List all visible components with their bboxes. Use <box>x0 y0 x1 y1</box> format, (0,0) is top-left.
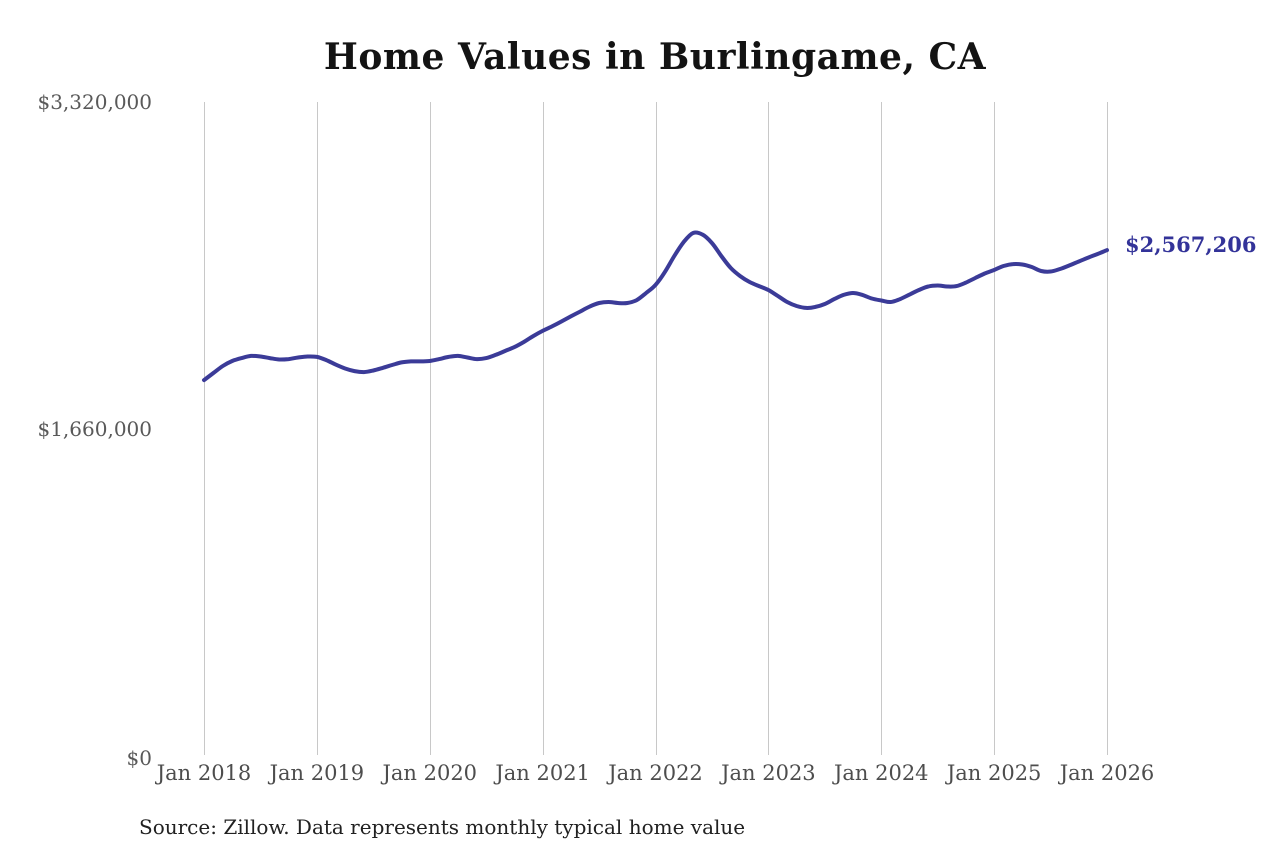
gridline-jan-2022 <box>655 102 657 755</box>
x-axis-tick-label: Jan 2020 <box>382 761 478 785</box>
latest-value-label: $2,567,206 <box>1125 232 1257 258</box>
gridline-jan-2018 <box>204 102 205 755</box>
y-axis-tick-label-middle: $1,660,000 <box>37 416 152 441</box>
source-note: Source: Zillow. Data represents monthly … <box>139 815 746 839</box>
gridline-jan-2019 <box>316 102 318 755</box>
gridline-jan-2026 <box>1107 102 1108 755</box>
gridline-jan-2021 <box>542 102 544 755</box>
chart-title: Home Values in Burlingame, CA <box>323 36 987 78</box>
x-axis-tick-label: Jan 2026 <box>1059 761 1155 785</box>
y-axis-tick-label-zero: $0 <box>126 746 152 770</box>
x-axis-tick-label: Jan 2018 <box>156 761 252 785</box>
x-axis-tick-label: Jan 2024 <box>833 761 929 785</box>
x-axis-tick-label: Jan 2023 <box>721 761 816 785</box>
gridline-jan-2020 <box>429 102 431 755</box>
gridline-jan-2023 <box>768 102 770 755</box>
gridline-jan-2025 <box>994 102 996 755</box>
x-axis-tick-label: Jan 2022 <box>608 761 703 785</box>
x-axis-tick-label: Jan 2021 <box>495 761 590 785</box>
y-axis-tick-label-top: $3,320,000 <box>37 90 152 114</box>
x-axis-tick-label: Jan 2019 <box>269 761 365 785</box>
gridline-jan-2024 <box>881 102 883 755</box>
x-axis-tick-label: Jan 2025 <box>946 761 1042 785</box>
